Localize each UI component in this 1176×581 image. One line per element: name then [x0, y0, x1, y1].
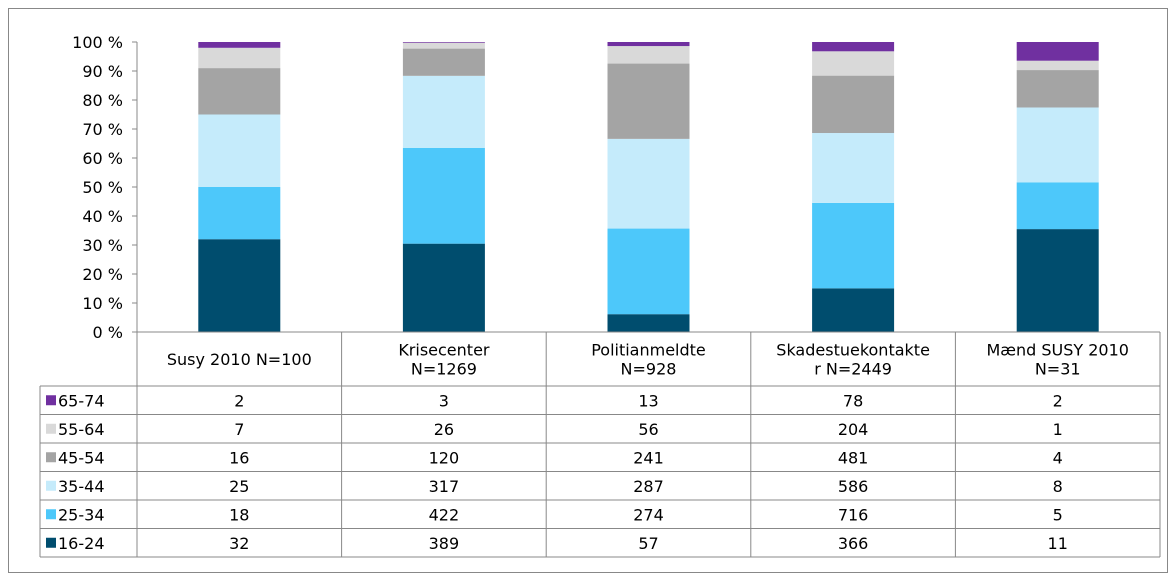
table-cell-value: 26 [434, 420, 454, 439]
bar-segment [402, 48, 485, 76]
category-label: Skadestuekontakte [776, 341, 930, 360]
category-label: Susy 2010 N=100 [167, 350, 312, 369]
bar-segment [198, 68, 281, 115]
table-cell-value: 16 [229, 448, 249, 467]
bar-segment [402, 42, 485, 49]
table-cell-value: 32 [229, 534, 249, 553]
table-cell-value: 422 [429, 505, 460, 524]
table-cell-value: 389 [429, 534, 460, 553]
table-cell-value: 287 [633, 477, 664, 496]
legend-label: 45-54 [58, 448, 105, 467]
legend-key [46, 537, 56, 548]
category-label: Politianmeldte [591, 341, 706, 360]
table-cell-value: 2 [234, 391, 244, 410]
bars-layer [198, 42, 1099, 332]
y-tick-label: 0 % [93, 323, 123, 342]
bar-segment [1016, 107, 1099, 183]
y-tick-label: 70 % [82, 120, 123, 139]
y-tick-label: 100 % [72, 33, 123, 52]
table-cell-value: 586 [838, 477, 869, 496]
bar-segment [1016, 229, 1099, 332]
table-cell-value: 317 [429, 477, 460, 496]
bar-segment [402, 75, 485, 148]
table-cell-value: 13 [638, 391, 658, 410]
legend-key [46, 480, 56, 491]
table-cell-value: 3 [439, 391, 449, 410]
bar-segment [812, 42, 895, 52]
y-tick-label: 50 % [82, 178, 123, 197]
category-label: Krisecenter [398, 341, 490, 360]
bar-segment [198, 239, 281, 332]
table-cell-value: 57 [638, 534, 658, 553]
table-cell-value: 274 [633, 505, 664, 524]
category-label: Mænd SUSY 2010 [986, 341, 1129, 360]
y-tick-label: 90 % [82, 62, 123, 81]
legend-label: 55-64 [58, 420, 105, 439]
bar-segment [607, 42, 690, 47]
category-label: N=1269 [411, 360, 477, 379]
y-tick-label: 10 % [82, 294, 123, 313]
table-cell-value: 18 [229, 505, 249, 524]
bar-segment [607, 228, 690, 315]
category-label: N=928 [621, 360, 677, 379]
chart-frame [8, 8, 1168, 573]
bar-segment [1016, 60, 1099, 71]
bar-segment [402, 243, 485, 332]
category-label: r N=2449 [814, 360, 892, 379]
bar-segment [402, 42, 485, 43]
bar-segment [812, 202, 895, 289]
legend-label: 16-24 [58, 534, 105, 553]
table-cell-value: 120 [429, 448, 460, 467]
bar-segment [607, 138, 690, 229]
table-cell-value: 366 [838, 534, 869, 553]
table-cell-value: 2 [1053, 391, 1063, 410]
legend-label: 35-44 [58, 477, 105, 496]
bar-segment [607, 314, 690, 332]
bar-segment [1016, 182, 1099, 230]
table-cell-value: 716 [838, 505, 869, 524]
bar-segment [198, 42, 281, 48]
table-cell-value: 481 [838, 448, 869, 467]
y-tick-label: 80 % [82, 91, 123, 110]
legend-key [46, 509, 56, 520]
table-cell-value: 25 [229, 477, 249, 496]
y-tick-label: 30 % [82, 236, 123, 255]
legend-label: 65-74 [58, 391, 105, 410]
table-cell-value: 5 [1053, 505, 1063, 524]
table-cell-value: 241 [633, 448, 664, 467]
y-tick-label: 40 % [82, 207, 123, 226]
bar-segment [812, 51, 895, 76]
bar-segment [812, 133, 895, 203]
y-tick-label: 20 % [82, 265, 123, 284]
bar-segment [198, 47, 281, 69]
bar-segment [812, 75, 895, 134]
y-tick-label: 60 % [82, 149, 123, 168]
axis-layer: 0 % 10 % 20 % 30 % 40 % 50 % 60 % 70 % 80 % 90 % 1… [72, 33, 138, 342]
bar-segment [1016, 42, 1099, 61]
bar-segment [812, 288, 895, 332]
bar-segment [198, 187, 281, 240]
table-cell-value: 7 [234, 420, 244, 439]
bar-segment [607, 63, 690, 139]
table-cell-value: 8 [1053, 477, 1063, 496]
legend-key [46, 423, 56, 434]
table-cell-value: 11 [1048, 534, 1068, 553]
table-cell-value: 78 [843, 391, 863, 410]
category-label: N=31 [1035, 360, 1081, 379]
legend-key [46, 395, 56, 406]
table-cell-value: 204 [838, 420, 869, 439]
bar-segment [402, 147, 485, 244]
bar-segment [1016, 70, 1099, 108]
table-cell-value: 1 [1053, 420, 1063, 439]
legend-label: 25-34 [58, 505, 105, 524]
legend-key [46, 452, 56, 463]
table-cell-value: 4 [1053, 448, 1063, 467]
bar-segment [198, 114, 281, 187]
bar-segment [607, 46, 690, 64]
table-cell-value: 56 [638, 420, 658, 439]
